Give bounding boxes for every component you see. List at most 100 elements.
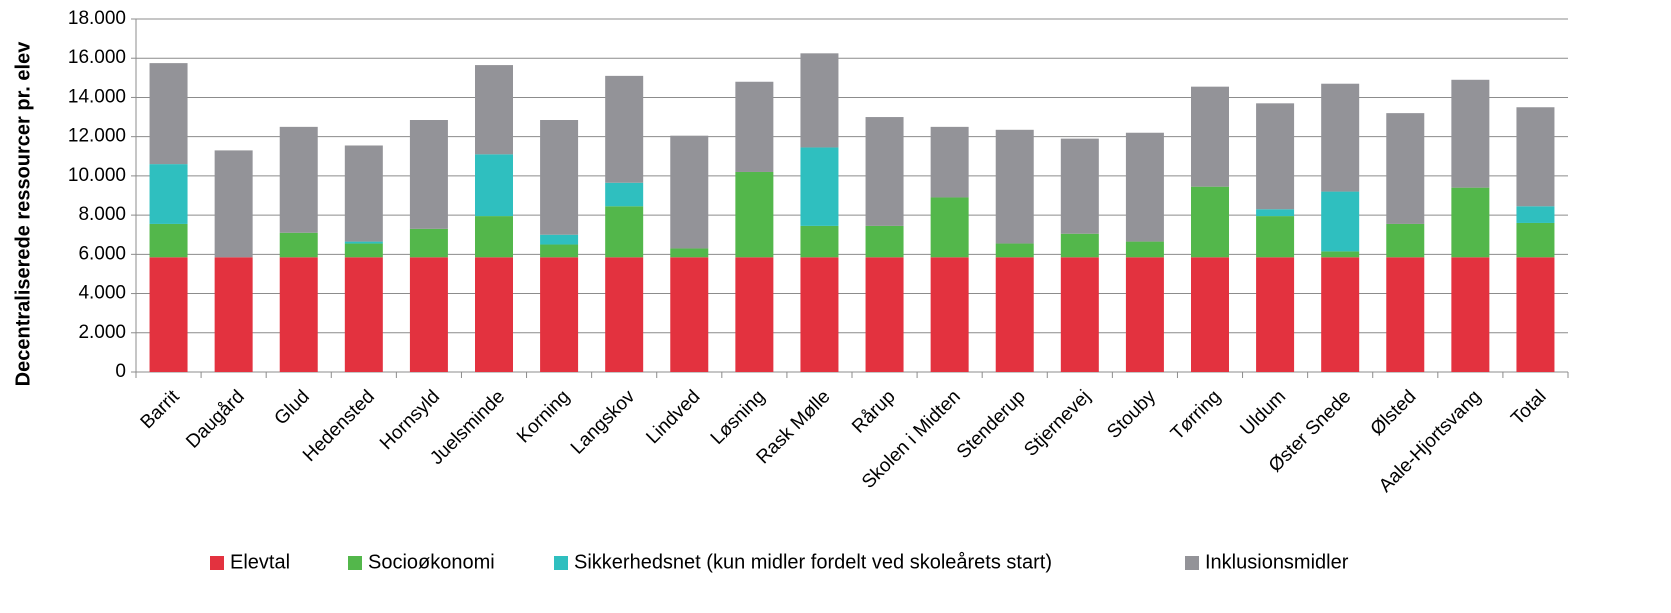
- y-tick-label: 0: [115, 361, 126, 382]
- x-tick-label: Stjernevej: [1020, 386, 1095, 461]
- bar-segment: [1321, 191, 1360, 252]
- bar-segment: [735, 81, 774, 172]
- bar-segment: [1386, 113, 1425, 224]
- bar-segment: [409, 257, 448, 372]
- bar-segment: [475, 65, 513, 155]
- bar-segment: [1191, 86, 1229, 187]
- bar-segment: [540, 234, 579, 245]
- bar-segment: [1321, 257, 1360, 372]
- x-tick-label: Uldum: [1236, 386, 1290, 440]
- bar-segment: [1060, 138, 1099, 234]
- bar-segment: [930, 257, 969, 372]
- bar-segment: [540, 119, 579, 235]
- bar-segment: [865, 117, 904, 226]
- bar-segment: [1256, 103, 1295, 210]
- x-tick-label: Hornsyld: [376, 386, 444, 454]
- bar-segment: [1516, 107, 1555, 207]
- bar-segment: [1516, 222, 1555, 258]
- x-tick-label: Glud: [271, 386, 314, 429]
- bar-segment: [475, 216, 513, 258]
- bar-segment: [279, 257, 318, 372]
- bar-segment: [1256, 209, 1295, 217]
- bar-segment: [1125, 257, 1164, 372]
- legend-label: Sikkerhedsnet (kun midler fordelt ved sk…: [574, 551, 1052, 573]
- bar-segment: [540, 257, 579, 372]
- bar-segment: [930, 126, 969, 198]
- x-tick-label: Lindved: [642, 386, 704, 448]
- bar-segment: [605, 257, 644, 372]
- bar-segment: [475, 257, 513, 372]
- bar-segment: [475, 154, 513, 217]
- bar-segment: [149, 223, 188, 258]
- bar-segment: [930, 197, 969, 258]
- legend-swatch: [348, 556, 362, 570]
- bar-segment: [1256, 257, 1295, 372]
- bar-segment: [865, 225, 904, 258]
- bar-segment: [1060, 233, 1099, 258]
- bar-segment: [1451, 187, 1490, 258]
- bar-segment: [409, 119, 448, 229]
- bar-segment: [800, 147, 839, 226]
- bar-segment: [344, 243, 383, 258]
- y-axis-label: Decentraliserede ressourcer pr. elev: [12, 41, 34, 387]
- bar-segment: [1125, 241, 1164, 258]
- bar-segment: [670, 248, 709, 258]
- bar-segment: [1516, 206, 1555, 223]
- bar-segment: [149, 63, 188, 165]
- bar-segment: [1451, 257, 1490, 372]
- x-tick-label: Løsning: [707, 386, 770, 449]
- bar-segment: [344, 241, 383, 244]
- bar-segment: [1321, 251, 1360, 258]
- bar-segment: [865, 257, 904, 372]
- bar-segment: [1451, 79, 1490, 188]
- bar-segment: [540, 244, 579, 258]
- x-tick-label: Hedensted: [299, 386, 379, 466]
- x-tick-label: Total: [1507, 386, 1550, 429]
- bar-segment: [1386, 223, 1425, 258]
- legend-swatch: [210, 556, 224, 570]
- legend-swatch: [1185, 556, 1199, 570]
- bar-segment: [409, 228, 448, 258]
- x-tick-label: Stenderup: [953, 386, 1030, 463]
- bar-segment: [214, 257, 253, 372]
- bar-segment: [735, 171, 774, 258]
- bar-segment: [995, 257, 1034, 372]
- bar-segment: [605, 182, 644, 207]
- bar-segment: [995, 129, 1034, 244]
- bar-segment: [279, 126, 318, 233]
- y-tick-label: 10.000: [68, 165, 126, 186]
- bar-segment: [670, 257, 709, 372]
- bar-segment: [800, 225, 839, 258]
- y-tick-label: 16.000: [68, 47, 126, 68]
- x-tick-label: Barrit: [137, 386, 184, 433]
- bar-segment: [605, 75, 644, 183]
- x-tick-label: Langskov: [567, 386, 640, 459]
- y-tick-label: 2.000: [78, 322, 126, 343]
- y-tick-label: 18.000: [68, 8, 126, 29]
- bar-segment: [214, 150, 253, 258]
- y-tick-label: 12.000: [68, 126, 126, 147]
- bar-segment: [670, 135, 709, 249]
- bar-segment: [149, 257, 188, 372]
- bar-segment: [995, 243, 1034, 258]
- x-tick-label: Ølsted: [1367, 386, 1421, 440]
- bar-segment: [1321, 83, 1360, 192]
- legend-label: Elevtal: [230, 551, 290, 573]
- bar-segment: [800, 257, 839, 372]
- bar-segment: [800, 53, 839, 148]
- bar-segment: [149, 164, 188, 224]
- bar-segment: [279, 232, 318, 258]
- x-tick-label: Korning: [513, 386, 574, 447]
- y-tick-label: 14.000: [68, 86, 126, 107]
- x-tick-label: Daugård: [182, 386, 248, 452]
- legend-label: Socioøkonomi: [368, 551, 495, 573]
- bar-segment: [1516, 257, 1555, 372]
- bar-segment: [1256, 216, 1295, 258]
- bar-segment: [1386, 257, 1425, 372]
- bar-segment: [1191, 257, 1229, 372]
- x-tick-label: Tørring: [1167, 386, 1225, 444]
- bar-segment: [344, 257, 383, 372]
- legend-label: Inklusionsmidler: [1205, 551, 1349, 573]
- bar-segment: [605, 206, 644, 258]
